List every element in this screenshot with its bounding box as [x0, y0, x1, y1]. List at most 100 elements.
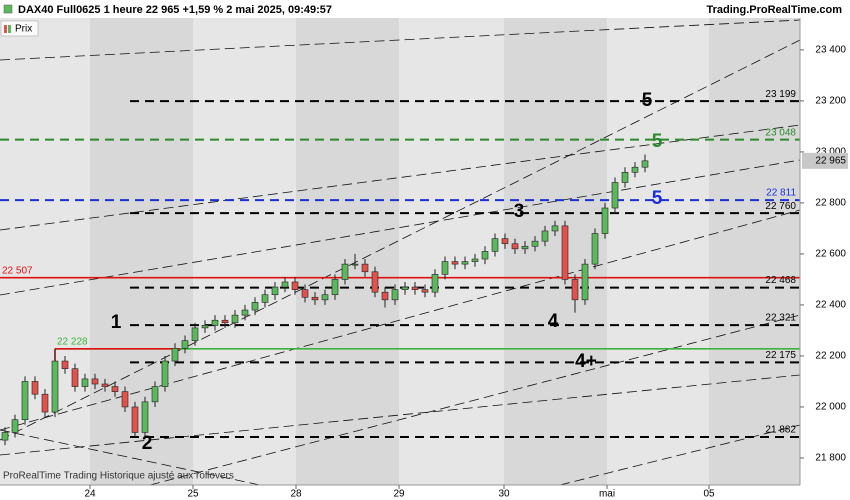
y-axis-area: [800, 18, 850, 500]
candle-body: [641, 160, 649, 168]
last-price-box: [802, 152, 848, 169]
candle-body: [71, 368, 79, 387]
x-tick-label: 25: [187, 489, 199, 500]
trend-line: [0, 159, 801, 296]
candle-body: [271, 286, 279, 296]
candle-body: [441, 261, 449, 275]
candle-body: [121, 391, 129, 408]
y-tick-label: 23 000: [815, 147, 846, 158]
candle-body: [251, 302, 259, 311]
candle-body: [501, 238, 509, 245]
candle-body: [551, 225, 559, 232]
candle-body: [511, 243, 519, 250]
wave-label: 2: [142, 433, 153, 454]
wave-label: 1: [111, 312, 122, 333]
y-tick-label: 23 400: [815, 45, 846, 56]
candle-body: [621, 172, 629, 183]
trend-line: [559, 424, 801, 486]
wave-label: 4: [548, 311, 559, 332]
candle-body: [281, 281, 289, 288]
level-label: 22 507: [2, 265, 33, 276]
y-tick-label: 22 000: [815, 402, 846, 413]
candle-body: [201, 325, 209, 329]
candle-body: [301, 289, 309, 298]
level-label: 22 175: [765, 350, 796, 361]
day-band: [504, 18, 607, 485]
candle-body: [111, 386, 119, 392]
candles: [1, 154, 649, 446]
wave-label: 5: [652, 131, 663, 152]
trend-line: [0, 374, 801, 456]
day-bands: [0, 18, 800, 485]
candle-body: [411, 286, 419, 290]
candle-body: [601, 207, 609, 234]
wave-label: 3: [514, 201, 525, 222]
x-tick-label: mai: [599, 489, 615, 500]
x-tick-label: 24: [84, 489, 96, 500]
candle-body: [261, 294, 269, 303]
trend-lines: [0, 19, 801, 486]
level-label: 22 321: [765, 313, 796, 324]
candle-body: [321, 294, 329, 301]
candle-body: [81, 378, 89, 387]
candle-body: [531, 240, 539, 247]
candle-body: [461, 261, 469, 265]
x-tick-label: 30: [498, 489, 510, 500]
trend-line: [149, 314, 801, 486]
candle-body: [241, 309, 249, 316]
candle-body: [1, 432, 9, 441]
candle-body: [361, 263, 369, 273]
candle-body: [371, 271, 379, 293]
legend-swatch: [8, 25, 11, 33]
trend-line: [0, 19, 801, 61]
level-label: 23 048: [765, 127, 796, 138]
header: [0, 0, 850, 18]
level-label: 22 760: [765, 201, 796, 212]
annotations: 5 5 5 3 1 4 4+ 2: [111, 90, 663, 454]
level-label: 22 811: [766, 188, 796, 199]
candle-body: [211, 319, 219, 326]
x-tick-label: 05: [703, 489, 715, 500]
candle-body: [91, 378, 99, 385]
candle-body: [401, 286, 409, 290]
candle-body: [141, 401, 149, 433]
candle-body: [161, 360, 169, 387]
candle-body: [351, 263, 359, 266]
last-price-label: 22 965: [815, 155, 846, 166]
day-band: [709, 18, 800, 485]
candle-body: [631, 166, 639, 173]
day-band: [90, 18, 193, 485]
candle-body: [541, 230, 549, 242]
candle-body: [421, 289, 429, 293]
y-tick-label: 22 200: [815, 351, 846, 362]
candle-body: [591, 233, 599, 265]
y-tick-label: 23 200: [815, 96, 846, 107]
candle-body: [221, 319, 229, 324]
day-band: [296, 18, 399, 485]
candle-body: [571, 279, 579, 301]
candle-body: [11, 419, 19, 433]
wave-label: 5: [642, 90, 653, 111]
legend-label: Prix: [15, 24, 32, 35]
levels: 23 199 23 048 22 811 22 760 22 507 22 468 22 3…: [0, 89, 800, 439]
candle-body: [21, 381, 29, 421]
wave-label: 5: [652, 188, 663, 209]
candle-body: [31, 381, 39, 395]
candle-body: [191, 327, 199, 341]
candle-body: [101, 383, 109, 387]
candle-body: [131, 406, 139, 433]
chart-title: DAX40 Full0625 1 heure 22 965 +1,59 % 2 …: [18, 4, 332, 16]
candle-body: [431, 274, 439, 293]
candle-body: [331, 279, 339, 296]
y-tick-label: 22 400: [815, 300, 846, 311]
wave-label: 4+: [575, 351, 597, 372]
header-icon: [3, 4, 13, 14]
candle-body: [41, 393, 49, 413]
candle-body: [181, 340, 189, 349]
candle-body: [171, 347, 179, 362]
candle-body: [611, 182, 619, 209]
candle-body: [481, 251, 489, 260]
candle-body: [391, 289, 399, 301]
